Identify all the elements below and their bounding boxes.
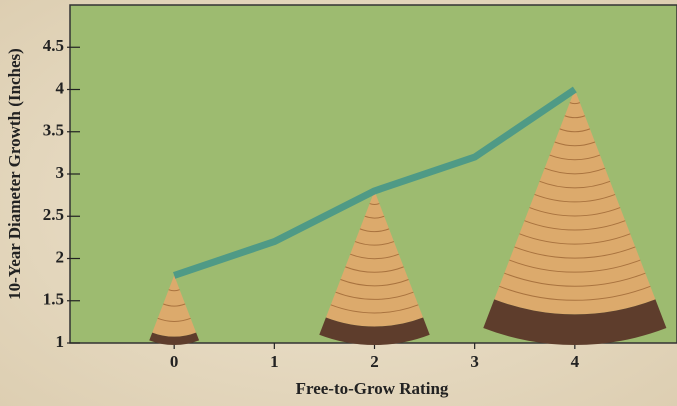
y-tick-label: 3 xyxy=(56,163,65,182)
y-tick-label: 4.5 xyxy=(43,36,64,55)
y-tick-label: 2 xyxy=(56,247,65,266)
y-tick-label: 2.5 xyxy=(43,205,64,224)
y-axis-label: 10-Year Diameter Growth (Inches) xyxy=(5,48,24,300)
y-tick-label: 4 xyxy=(56,78,65,97)
y-tick-label: 1 xyxy=(56,332,65,351)
x-tick-label: 2 xyxy=(370,352,379,371)
y-tick-label: 3.5 xyxy=(43,121,64,140)
x-tick-label: 1 xyxy=(270,352,279,371)
x-tick-label: 4 xyxy=(571,352,580,371)
chart: Free-to-Grow Rating 10-Year Diameter Gro… xyxy=(0,0,677,406)
x-axis-label: Free-to-Grow Rating xyxy=(296,379,449,398)
y-tick-label: 1.5 xyxy=(43,290,64,309)
x-tick-label: 0 xyxy=(170,352,179,371)
x-tick-label: 3 xyxy=(470,352,479,371)
